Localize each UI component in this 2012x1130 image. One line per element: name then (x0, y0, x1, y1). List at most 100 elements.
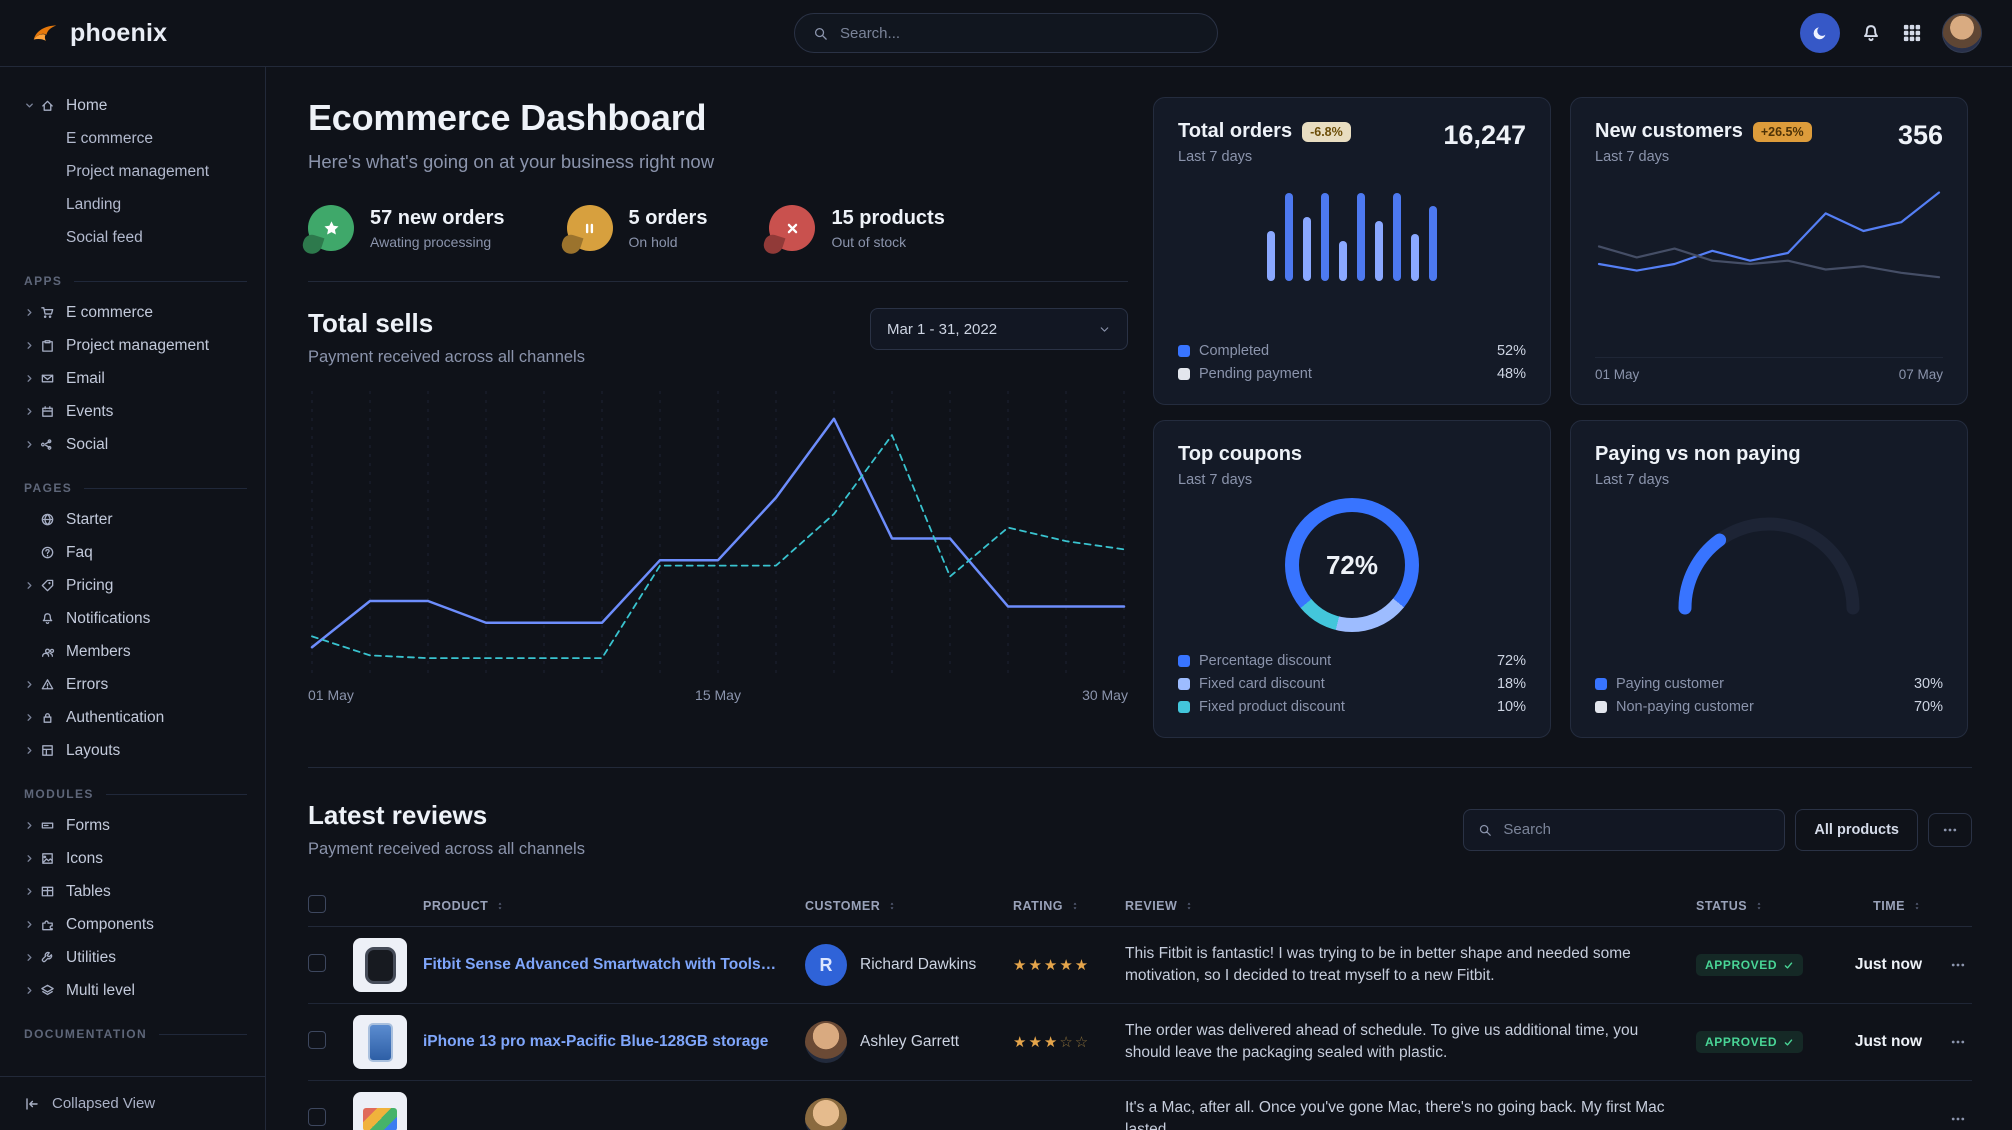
brand[interactable]: phoenix (30, 18, 167, 48)
sidebar-subitem-e-commerce[interactable]: E commerce (66, 129, 153, 147)
wrench-icon (40, 950, 66, 965)
sidebar-item-starter[interactable]: Starter (0, 503, 265, 536)
apps-grid-button[interactable] (1902, 23, 1922, 43)
sidebar-item-label: Layouts (66, 741, 121, 759)
sidebar-item-pricing[interactable]: Pricing (0, 569, 265, 602)
latest-reviews-section: Latest reviews Payment received across a… (308, 767, 1972, 1130)
table-icon (40, 884, 66, 899)
legend-swatch (1595, 678, 1607, 690)
sort-icon[interactable] (1184, 901, 1194, 911)
sort-icon[interactable] (1912, 901, 1922, 911)
sidebar-item-e-commerce[interactable]: E commerce (0, 296, 265, 329)
new-customers-chart (1595, 179, 1943, 307)
sidebar-item-project-management[interactable]: Project management (0, 329, 265, 362)
reviews-search[interactable] (1463, 808, 1786, 851)
notifications-button[interactable] (1860, 22, 1882, 44)
sidebar-section-label-documentation: DOCUMENTATION (24, 1027, 247, 1041)
sidebar-item-tables[interactable]: Tables (0, 875, 265, 908)
column-header-status[interactable]: STATUS (1696, 899, 1852, 913)
review-row: iPhone 13 pro max-Pacific Blue-128GB sto… (308, 1004, 1972, 1081)
bell-icon (1860, 22, 1882, 44)
user-avatar[interactable] (1942, 13, 1982, 53)
card-title: New customers (1595, 120, 1743, 142)
house-icon (40, 98, 66, 113)
sidebar-item-label: Email (66, 369, 105, 387)
reviews-table-body: Fitbit Sense Advanced Smartwatch with To… (308, 927, 1972, 1130)
chevron-right-icon (24, 340, 40, 351)
sort-icon[interactable] (1754, 901, 1764, 911)
sidebar-item-email[interactable]: Email (0, 362, 265, 395)
product-link[interactable]: iPhone 13 pro max-Pacific Blue-128GB sto… (423, 1033, 769, 1050)
row-checkbox[interactable] (308, 1031, 326, 1049)
column-header-product[interactable]: PRODUCT (353, 899, 805, 913)
row-actions-button[interactable] (1922, 1111, 1972, 1127)
sidebar-item-label: Utilities (66, 948, 116, 966)
sidebar-item-home[interactable]: Home (0, 89, 265, 122)
select-all-checkbox[interactable] (308, 894, 326, 913)
sidebar-item-multi-level[interactable]: Multi level (0, 974, 265, 1007)
row-actions-button[interactable] (1922, 957, 1972, 973)
sidebar-item-components[interactable]: Components (0, 908, 265, 941)
chevron-down-icon (1098, 323, 1111, 336)
tag-icon (40, 578, 66, 593)
card-paying-vs-nonpaying: Paying vs non paying Last 7 days Paying … (1570, 420, 1968, 738)
more-options-button[interactable] (1928, 812, 1972, 847)
chevron-right-icon (24, 952, 40, 963)
review-row: It's a Mac, after all. Once you've gone … (308, 1081, 1972, 1130)
date-range-select[interactable]: Mar 1 - 31, 2022 (870, 308, 1128, 350)
sidebar-item-events[interactable]: Events (0, 395, 265, 428)
product-link[interactable]: Fitbit Sense Advanced Smartwatch with To… (423, 956, 779, 973)
sidebar-section-label-apps: APPS (24, 274, 247, 288)
form-icon (40, 818, 66, 833)
reviews-search-input[interactable] (1503, 821, 1771, 838)
customer-name: Ashley Garrett (860, 1033, 960, 1050)
top-coupons-legend: Percentage discount 72% Fixed card discoun… (1178, 653, 1526, 715)
card-value: 356 (1897, 120, 1943, 150)
column-header-time[interactable]: TIME (1852, 899, 1922, 913)
sidebar-item-icons[interactable]: Icons (0, 842, 265, 875)
search-input[interactable] (840, 24, 1199, 42)
sidebar-subitem-landing[interactable]: Landing (66, 195, 122, 213)
sidebar-item-utilities[interactable]: Utilities (0, 941, 265, 974)
total-orders-chart (1267, 177, 1437, 281)
legend-swatch (1178, 655, 1190, 667)
column-header-rating[interactable]: RATING (1013, 899, 1125, 913)
card-top-coupons: Top coupons Last 7 days 72% Percentage d… (1153, 420, 1551, 738)
kpi-cards: Total orders -6.8% Last 7 days 16,247 Co… (1153, 97, 1968, 745)
row-actions-button[interactable] (1922, 1034, 1972, 1050)
sidebar-section-label-modules: MODULES (24, 787, 247, 801)
sidebar-subitem-project-management[interactable]: Project management (66, 162, 210, 180)
all-products-button[interactable]: All products (1795, 808, 1918, 851)
image-icon (40, 851, 66, 866)
sort-icon[interactable] (495, 901, 505, 911)
sort-icon[interactable] (1070, 901, 1080, 911)
card-period: Last 7 days (1178, 149, 1253, 165)
sidebar-item-layouts[interactable]: Layouts (0, 734, 265, 767)
delta-badge: -6.8% (1302, 121, 1351, 142)
status-badge: APPROVED (1696, 954, 1804, 976)
search-icon (813, 26, 828, 41)
product-thumbnail-watch (353, 938, 407, 992)
main-content: Ecommerce Dashboard Here's what's going … (266, 67, 2012, 1130)
sidebar-subitem-social-feed[interactable]: Social feed (66, 228, 143, 246)
column-header-customer[interactable]: CUSTOMER (805, 899, 1013, 913)
sort-icon[interactable] (887, 901, 897, 911)
review-text: It's a Mac, after all. Once you've gone … (1125, 1098, 1665, 1130)
sidebar-item-social[interactable]: Social (0, 428, 265, 461)
column-header-review[interactable]: REVIEW (1125, 899, 1696, 913)
collapsed-view-toggle[interactable]: Collapsed View (0, 1076, 265, 1130)
total-sells-title: Total sells (308, 308, 434, 338)
row-checkbox[interactable] (308, 1108, 326, 1126)
sidebar-item-notifications[interactable]: Notifications (0, 602, 265, 635)
row-checkbox[interactable] (308, 954, 326, 972)
card-period: Last 7 days (1178, 472, 1253, 488)
sidebar-item-members[interactable]: Members (0, 635, 265, 668)
sidebar-item-forms[interactable]: Forms (0, 809, 265, 842)
legend-item-fixed-product-discount: Fixed product discount 10% (1178, 699, 1526, 715)
dashboard-left-column: Ecommerce Dashboard Here's what's going … (308, 97, 1128, 745)
sidebar-item-errors[interactable]: Errors (0, 668, 265, 701)
sidebar-item-authentication[interactable]: Authentication (0, 701, 265, 734)
theme-toggle-button[interactable] (1800, 13, 1840, 53)
sidebar-item-faq[interactable]: Faq (0, 536, 265, 569)
global-search[interactable] (794, 13, 1218, 53)
